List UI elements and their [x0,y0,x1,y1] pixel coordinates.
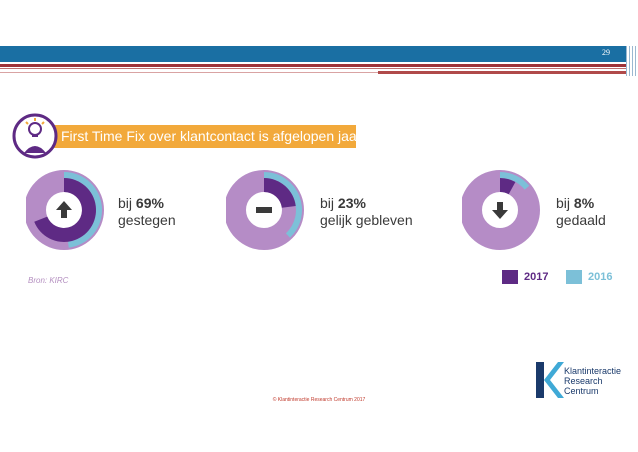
label-prefix: bij [320,195,335,211]
slice-2016 [64,172,102,248]
legend-swatch-2017 [502,270,518,284]
donut-chart-gelijk [226,170,306,250]
kirc-logo [536,362,564,398]
label-percent: 8% [573,195,595,211]
label-gedaald: bij 8% gedaald [556,195,606,229]
logo-line-3: Centrum [564,386,599,396]
slice-2017 [500,178,516,195]
label-text: gestegen [118,212,176,228]
donut-svg [226,170,304,250]
lightbulb-person-icon [12,113,58,159]
title-bar: First Time Fix over klantcontact is afge… [53,125,365,148]
slice-2017 [264,178,296,208]
logo-line-2: Research [564,376,603,386]
label-gelijk: bij 23% gelijk gebleven [320,195,413,229]
logo-line-1: Klantinteractie [564,366,622,376]
label-prefix: bij [118,195,133,211]
header-divider-accent [378,71,626,74]
header-divider [0,64,626,67]
donut-chart-gedaald [462,170,542,250]
donut-svg [26,170,104,250]
header-band [0,46,626,62]
label-prefix: bij [556,195,571,211]
label-percent: 69% [135,195,164,211]
label-gestegen: bij 69% gestegen [118,195,176,229]
header-stripes [626,46,636,76]
donut-chart-gestegen [26,170,106,250]
header-divider-thin [0,68,626,69]
slice-2017 [34,178,96,242]
minus-icon [256,207,272,213]
label-percent: 23% [337,195,366,211]
slide-title: First Time Fix over klantcontact is afge… [61,128,366,144]
legend-swatch-2016 [566,270,582,284]
header-divider-light [0,72,378,73]
legend-label-2016: 2016 [588,271,613,283]
footer-copyright: © Klantinteractie Research Centrum 2017 [272,397,366,403]
logo-text: Klantinteractie Research Centrum [564,366,621,396]
legend-label-2017: 2017 [524,271,549,283]
arrow-up-icon [56,201,72,218]
label-text: gedaald [556,212,606,228]
label-text: gelijk gebleven [320,212,413,228]
arrow-down-icon [492,202,508,219]
slice-2016 [264,172,302,238]
page-number: 29 [602,48,610,57]
donut-svg [462,170,540,250]
slice-2016 [500,172,530,190]
source-note: Bron: KIRC [28,276,69,285]
